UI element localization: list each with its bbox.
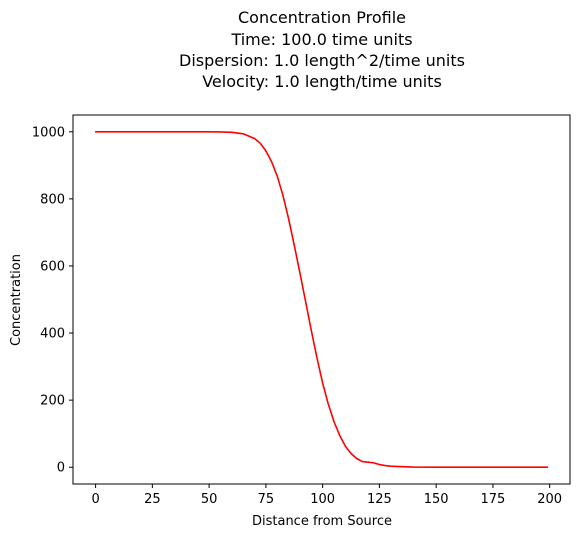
x-tick-label: 200 bbox=[537, 492, 562, 507]
x-tick-label: 0 bbox=[91, 492, 99, 507]
x-tick-label: 175 bbox=[481, 492, 506, 507]
x-axis-ticks: 0 25 50 75 100 125 150 175 200 bbox=[91, 484, 562, 507]
chart-title-line-3: Dispersion: 1.0 length^2/time units bbox=[179, 51, 465, 70]
chart-title: Concentration Profile Time: 100.0 time u… bbox=[179, 8, 465, 91]
x-tick-label: 150 bbox=[424, 492, 449, 507]
y-tick-label: 1000 bbox=[32, 125, 65, 140]
y-axis-ticks: 0 200 400 600 800 1000 bbox=[32, 125, 73, 476]
y-tick-label: 800 bbox=[40, 192, 65, 207]
y-tick-label: 600 bbox=[40, 259, 65, 274]
x-tick-label: 125 bbox=[367, 492, 392, 507]
axes-frame bbox=[72, 114, 571, 485]
y-tick-label: 0 bbox=[57, 461, 65, 476]
x-tick-label: 50 bbox=[201, 492, 218, 507]
plot-area bbox=[94, 130, 549, 469]
y-tick-label: 200 bbox=[40, 394, 65, 409]
chart-title-line-2: Time: 100.0 time units bbox=[230, 30, 412, 49]
chart-title-line-4: Velocity: 1.0 length/time units bbox=[202, 72, 442, 91]
concentration-line bbox=[94, 130, 549, 469]
x-tick-label: 25 bbox=[144, 492, 161, 507]
chart-title-line-1: Concentration Profile bbox=[238, 8, 406, 27]
y-axis-label: Concentration bbox=[9, 254, 24, 346]
y-tick-label: 400 bbox=[40, 327, 65, 342]
x-axis-label: Distance from Source bbox=[252, 514, 392, 529]
x-tick-label: 75 bbox=[258, 492, 275, 507]
x-tick-label: 100 bbox=[310, 492, 335, 507]
